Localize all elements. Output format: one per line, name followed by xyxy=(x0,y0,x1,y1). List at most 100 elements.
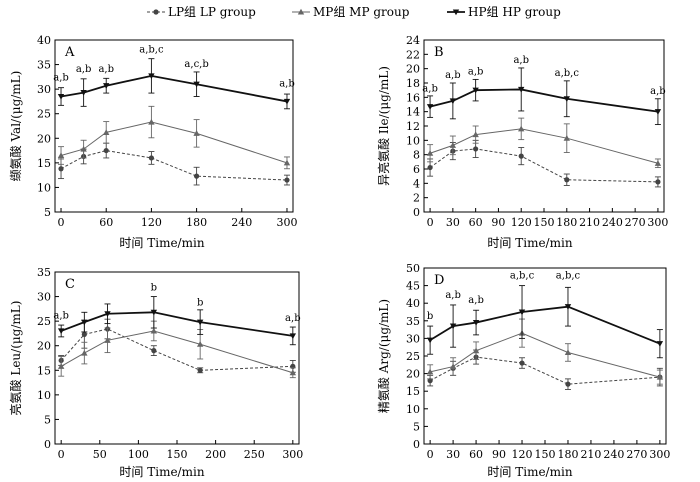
panel-c-ytick-label: 35 xyxy=(37,266,51,279)
panel-b-xtick-label: 300 xyxy=(647,216,668,229)
panel-b-annotation: a,b xyxy=(513,55,529,66)
panel-a-xlabel: 时间 Time/min xyxy=(119,236,204,250)
panel-a-ytick-label: 10 xyxy=(37,181,51,194)
panel-c-ytick-label: 20 xyxy=(37,340,51,353)
panel-d-point-mp xyxy=(426,368,434,375)
panel-d-annotation: a,b,c xyxy=(556,271,581,282)
panel-c-line-lp xyxy=(60,328,293,371)
panel-d-point-hp xyxy=(656,341,664,347)
panel-d-ytick-label: 50 xyxy=(406,262,420,275)
panel-a-annotation: a,b xyxy=(279,79,295,90)
panel-d-xtick-label: 0 xyxy=(427,448,434,461)
panel-d-xtick-label: 30 xyxy=(446,448,460,461)
panel-b-ytick-label: 8 xyxy=(413,149,420,162)
panel-d-ytick-label: 45 xyxy=(406,280,420,293)
panel-b-xtick-label: 210 xyxy=(579,216,600,229)
panel-c-series-hp xyxy=(57,296,297,346)
panel-a-xtick-label: 0 xyxy=(58,216,65,229)
panel-a-point-lp xyxy=(284,177,290,183)
panel-a-point-hp xyxy=(57,93,65,100)
panel-d-point-lp xyxy=(519,360,525,366)
panel-a-ytick-label: 5 xyxy=(44,206,51,219)
panel-b-point-mp xyxy=(449,142,457,148)
panel-d-annotation: a,b xyxy=(445,290,461,301)
panel-c-ytick-label: 15 xyxy=(37,364,51,377)
panel-c-point-lp xyxy=(197,367,203,373)
panel-a-point-mp xyxy=(103,129,110,135)
panel-a-ytick-label: 25 xyxy=(37,108,51,121)
panel-b-xtick-label: 90 xyxy=(491,216,505,229)
panel-b-point-hp xyxy=(518,86,525,93)
panel-a-line-mp xyxy=(60,121,288,164)
panel-c-xtick-label: 250 xyxy=(244,448,265,461)
panel-c-point-mp xyxy=(104,337,111,343)
panel-b-annotation: a,b xyxy=(445,70,461,81)
panel-d-xtick-label: 270 xyxy=(626,448,647,461)
panel-c-series-lp xyxy=(58,318,296,374)
panel-b-ytick-label: 16 xyxy=(406,91,420,104)
panel-a-series-mp xyxy=(57,105,291,170)
panel-a-point-lp xyxy=(103,147,109,154)
panel-d-series-mp xyxy=(426,318,664,385)
panel-a-point-hp xyxy=(193,81,200,88)
panel-d-ytick-label: 20 xyxy=(406,368,420,381)
panel-a-point-hp xyxy=(103,83,110,89)
panel-a-frame xyxy=(54,39,294,213)
panel-b-ytick-label: 0 xyxy=(413,206,420,219)
panel-c-xtick-label: 50 xyxy=(93,448,107,461)
legend-label-mp: MP组 MP group xyxy=(313,5,410,19)
panel-c-frame xyxy=(54,271,300,445)
panel-d-line-mp xyxy=(430,332,661,378)
panel-a-xtick-label: 300 xyxy=(276,216,297,229)
panel-c-point-lp xyxy=(151,348,157,354)
panel-d-ytick-label: 25 xyxy=(406,350,420,363)
panel-d-xtick-label: 210 xyxy=(580,448,601,461)
panel-d-ytick-label: 40 xyxy=(406,297,420,310)
panel-b-point-lp xyxy=(518,153,524,159)
panel-c-point-mp xyxy=(81,349,88,356)
panel-a-annotation: a,c,b xyxy=(184,59,208,70)
panel-b-point-hp xyxy=(426,104,434,110)
panel-b-xtick-label: 60 xyxy=(469,216,483,229)
panel-b-point-hp xyxy=(472,87,479,94)
panel-b-xtick-label: 180 xyxy=(556,216,577,229)
panel-c-xtick-label: 150 xyxy=(167,448,188,461)
panel-d-xtick-label: 240 xyxy=(603,448,624,461)
panel-d-point-mp xyxy=(656,373,664,380)
panel-a-line-lp xyxy=(60,150,287,181)
panel-b-frame xyxy=(423,39,665,213)
panel-c-annotation: a,b xyxy=(285,313,301,324)
legend-marker-lp xyxy=(153,9,159,15)
panel-a-xtick-label: 120 xyxy=(141,216,162,229)
panel-b-point-mp xyxy=(654,160,662,166)
panel-b-xtick-label: 270 xyxy=(625,216,646,229)
panel-a-xtick-label: 60 xyxy=(99,216,113,229)
panel-b-ytick-label: 24 xyxy=(406,34,420,47)
panel-b-series-lp xyxy=(427,139,661,188)
panel-d-series-lp xyxy=(427,349,663,390)
panel-a-ytick-label: 15 xyxy=(37,157,51,170)
panel-d-series-hp xyxy=(426,285,664,359)
panel-d-ytick-label: 35 xyxy=(406,315,420,328)
panel-b-line-hp xyxy=(429,88,659,113)
panel-b-point-lp xyxy=(655,179,661,185)
panel-b-line-mp xyxy=(429,128,659,164)
panel-c: 0 5 10 15 20 25 30 35 0 50 100 150 200 250 300 时间 Time/… xyxy=(8,266,303,479)
panel-b-point-mp xyxy=(518,125,525,132)
legend-label-lp: LP组 LP group xyxy=(168,5,256,19)
panel-b-xtick-label: 150 xyxy=(534,216,555,229)
panel-a-annotation: a,b xyxy=(98,64,114,75)
panel-a-point-lp xyxy=(58,166,64,172)
panel-b-annotation: a,b xyxy=(422,84,438,95)
panel-d-xtick-label: 60 xyxy=(469,448,483,461)
panel-d-letter: D xyxy=(434,273,444,288)
panel-b-ytick-label: 4 xyxy=(413,177,420,190)
panel-a-ytick-label: 40 xyxy=(37,34,51,47)
panel-b-ytick-label: 22 xyxy=(406,48,420,61)
panel-d-xtick-label: 120 xyxy=(512,448,533,461)
panel-d-ylabel: 精氨酸 Arg/(μg/mL) xyxy=(376,299,391,413)
panel-d-ytick-label: 0 xyxy=(413,438,420,451)
panel-a-point-hp xyxy=(80,90,87,96)
